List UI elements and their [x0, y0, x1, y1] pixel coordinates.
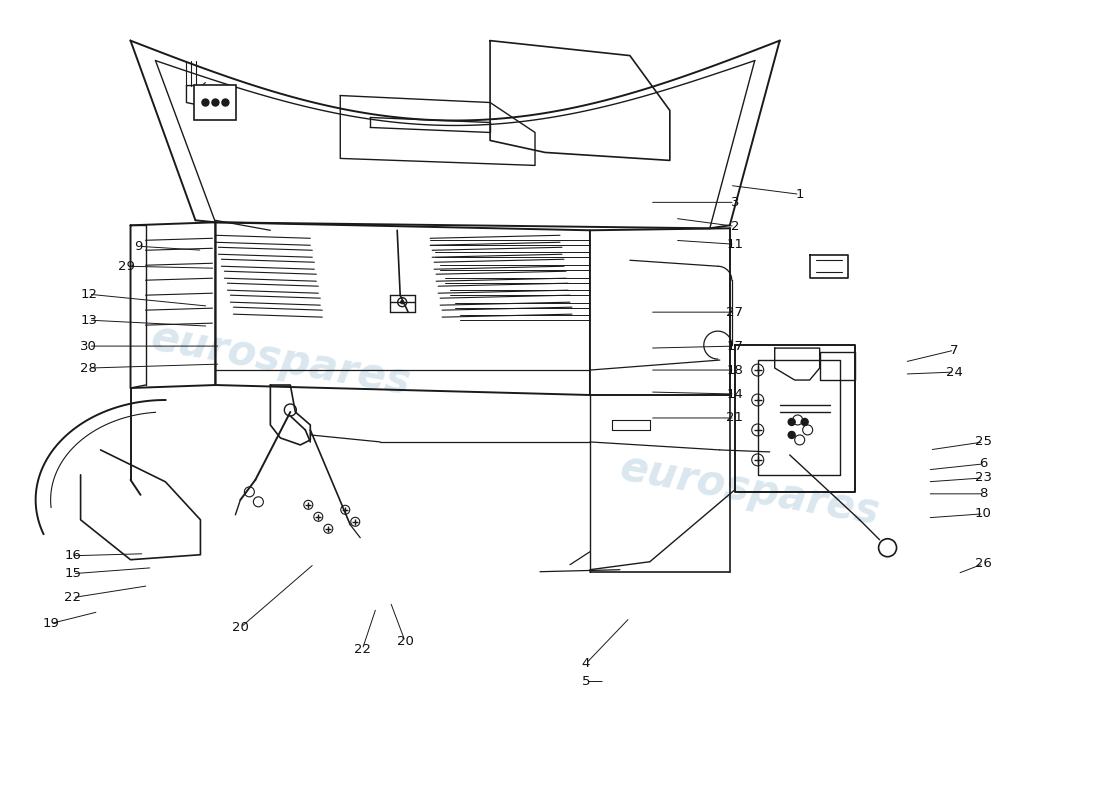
Text: 28: 28	[80, 362, 97, 374]
Circle shape	[212, 99, 219, 106]
Text: eurospares: eurospares	[147, 317, 414, 403]
Text: 23: 23	[975, 471, 992, 484]
Text: 19: 19	[42, 617, 59, 630]
Text: 8: 8	[979, 487, 988, 500]
Circle shape	[789, 431, 795, 438]
Text: 20: 20	[232, 621, 249, 634]
Text: 26: 26	[975, 558, 992, 570]
Bar	[195, 85, 236, 121]
Circle shape	[222, 99, 229, 106]
Text: 10: 10	[975, 507, 992, 520]
Text: 24: 24	[946, 366, 962, 378]
Text: 12: 12	[80, 288, 97, 301]
Text: 25: 25	[975, 435, 992, 449]
Text: 11: 11	[726, 238, 744, 250]
Text: 29: 29	[118, 260, 135, 273]
Text: 22: 22	[354, 643, 371, 656]
Text: 5: 5	[582, 675, 591, 688]
Text: 22: 22	[64, 591, 81, 604]
Text: 15: 15	[64, 567, 81, 580]
Text: 30: 30	[80, 339, 97, 353]
Text: 6: 6	[979, 458, 988, 470]
Text: 27: 27	[726, 306, 744, 318]
Text: 13: 13	[80, 314, 97, 326]
Text: 20: 20	[397, 635, 414, 648]
Text: 2: 2	[730, 220, 739, 233]
Text: 4: 4	[582, 657, 590, 670]
Circle shape	[202, 99, 209, 106]
Text: 14: 14	[726, 387, 744, 401]
Text: eurospares: eurospares	[616, 446, 883, 534]
Circle shape	[400, 301, 404, 304]
Text: 16: 16	[64, 550, 81, 562]
Text: 18: 18	[726, 363, 744, 377]
Text: 17: 17	[726, 339, 744, 353]
Circle shape	[789, 418, 795, 426]
Text: 7: 7	[950, 343, 959, 357]
Text: 1: 1	[795, 188, 804, 201]
Circle shape	[801, 418, 808, 426]
Text: 21: 21	[726, 411, 744, 425]
Text: 9: 9	[134, 240, 143, 253]
Text: 3: 3	[730, 196, 739, 209]
